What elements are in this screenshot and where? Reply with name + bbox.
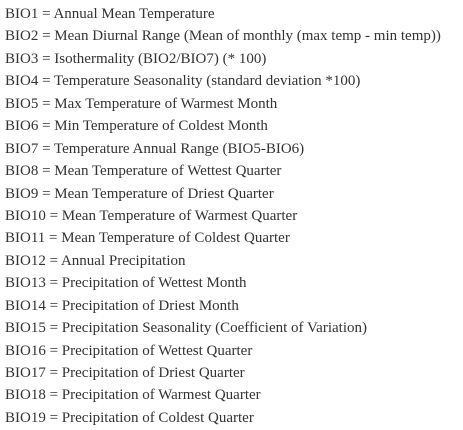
bio9-line: BIO9 = Mean Temperature of Driest Quarte… — [5, 185, 274, 202]
bio6-line: BIO6 = Min Temperature of Coldest Month — [5, 118, 268, 135]
bio8-line: BIO8 = Mean Temperature of Wettest Quart… — [5, 163, 282, 180]
bio5-line: BIO5 = Max Temperature of Warmest Month — [5, 95, 278, 112]
bio12-line: BIO12 = Annual Precipitation — [5, 252, 186, 269]
bio18-line: BIO18 = Precipitation of Warmest Quarter — [5, 387, 261, 404]
bio17-line: BIO17 = Precipitation of Driest Quarter — [5, 365, 245, 381]
bio4-line: BIO4 = Temperature Seasonality (standard… — [5, 73, 361, 90]
bio7-line: BIO7 = Temperature Annual Range (BIO5-BI… — [5, 140, 305, 157]
bio3-line: BIO3 = Isothermality (BIO2/BIO7) (* 100) — [5, 50, 267, 67]
bio16-line: BIO16 = Precipitation of Wettest Quarter — [5, 342, 253, 359]
bio2-line: BIO2 = Mean Diurnal Range (Mean of month… — [5, 28, 441, 45]
bioclim-variable-list: BIO1 = Annual Mean Temperature BIO2 = Me… — [5, 3, 441, 429]
bio10-line: BIO10 = Mean Temperature of Warmest Quar… — [5, 207, 298, 224]
bio1-line: BIO1 = Annual Mean Temperature — [5, 6, 215, 22]
bio11-line: BIO11 = Mean Temperature of Coldest Quar… — [5, 230, 290, 247]
bio14-line: BIO14 = Precipitation of Driest Month — [5, 297, 239, 314]
bio15-line: BIO15 = Precipitation Seasonality (Coeff… — [5, 320, 367, 337]
bio13-line: BIO13 = Precipitation of Wettest Month — [5, 275, 247, 292]
bio19-line: BIO19 = Precipitation of Coldest Quarter — [5, 409, 254, 426]
